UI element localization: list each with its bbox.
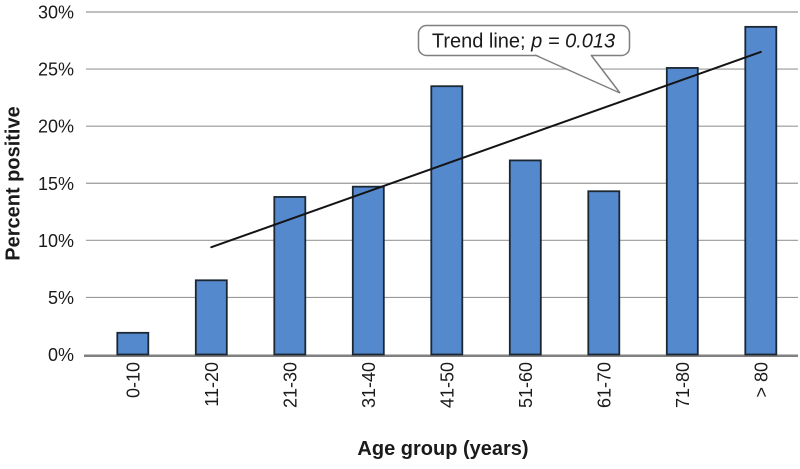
bar xyxy=(665,67,699,356)
bar xyxy=(194,279,228,356)
bar xyxy=(430,85,464,356)
y-tick-label: 20% xyxy=(38,117,74,137)
bar xyxy=(273,196,307,356)
bar xyxy=(116,331,150,356)
callout-text-regular: Trend line; xyxy=(432,31,531,53)
trend-line xyxy=(210,50,762,249)
x-tick-label: 21-30 xyxy=(280,362,300,408)
x-tick-label: 11-20 xyxy=(202,362,222,407)
trendline-callout-box xyxy=(417,24,631,57)
trendline-callout-tail-outline xyxy=(534,54,621,94)
bar xyxy=(508,159,542,356)
y-tick-label: 10% xyxy=(38,231,74,251)
x-tick-label: 51-60 xyxy=(516,362,536,408)
y-tick-label: 0% xyxy=(48,345,74,365)
y-tick-label: 30% xyxy=(38,3,74,23)
y-tick-label: 5% xyxy=(48,288,74,308)
x-axis-title: Age group (years) xyxy=(357,438,529,460)
y-axis-title: Percent positive xyxy=(2,106,25,261)
bar xyxy=(351,185,385,356)
x-tick-label: > 80 xyxy=(751,362,771,398)
trendline-callout-label: Trend line; p = 0.013 xyxy=(432,31,615,53)
y-tick-label: 25% xyxy=(38,60,74,80)
x-tick-label: 71-80 xyxy=(673,362,693,408)
x-tick-label: 61-70 xyxy=(594,362,614,408)
y-tick-label: 15% xyxy=(38,174,74,194)
x-tick-label: 41-50 xyxy=(437,362,457,408)
bar xyxy=(744,25,778,356)
x-tick-label: 31-40 xyxy=(359,362,379,408)
callout-text-italic: p = 0.013 xyxy=(530,31,615,53)
x-tick-label: 0-10 xyxy=(123,362,143,398)
bar xyxy=(587,190,621,356)
